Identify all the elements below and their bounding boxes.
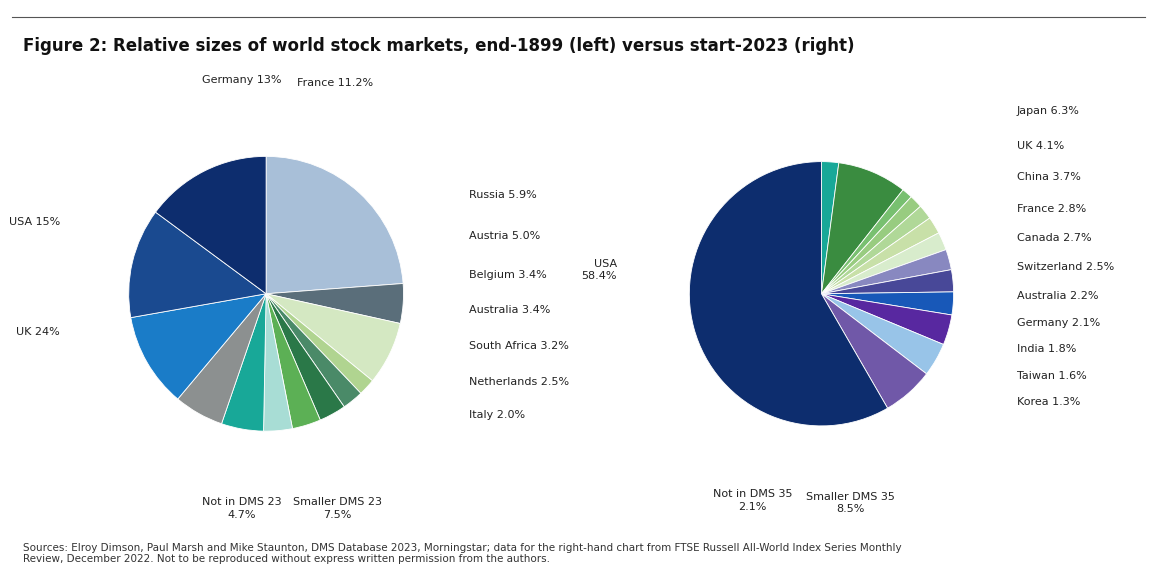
Text: Figure 2: Relative sizes of world stock markets, end-1899 (left) versus start-20: Figure 2: Relative sizes of world stock … (23, 37, 855, 55)
Text: UK 4.1%: UK 4.1% (1017, 141, 1064, 151)
Wedge shape (821, 197, 921, 294)
Wedge shape (266, 294, 345, 420)
Wedge shape (266, 294, 400, 381)
Text: Taiwan 1.6%: Taiwan 1.6% (1017, 371, 1086, 381)
Text: Not in DMS 23
4.7%: Not in DMS 23 4.7% (201, 497, 281, 520)
Text: Australia 3.4%: Australia 3.4% (470, 305, 551, 315)
Wedge shape (266, 283, 404, 324)
Text: Austria 5.0%: Austria 5.0% (470, 231, 540, 241)
Wedge shape (821, 294, 943, 374)
Text: UK 24%: UK 24% (16, 327, 60, 337)
Text: USA
58.4%: USA 58.4% (581, 259, 617, 281)
Text: France 11.2%: France 11.2% (296, 78, 373, 88)
Wedge shape (266, 156, 403, 294)
Text: Italy 2.0%: Italy 2.0% (470, 410, 525, 420)
Wedge shape (264, 294, 293, 431)
Wedge shape (821, 162, 839, 294)
Wedge shape (690, 162, 887, 426)
Text: Japan 6.3%: Japan 6.3% (1017, 107, 1079, 116)
Text: France 2.8%: France 2.8% (1017, 204, 1086, 214)
Wedge shape (128, 212, 266, 317)
Wedge shape (821, 233, 946, 294)
Text: Germany 13%: Germany 13% (201, 75, 281, 85)
Text: Smaller DMS 35
8.5%: Smaller DMS 35 8.5% (806, 492, 896, 514)
Wedge shape (178, 294, 266, 424)
Wedge shape (821, 163, 904, 294)
Text: India 1.8%: India 1.8% (1017, 344, 1076, 354)
Text: Canada 2.7%: Canada 2.7% (1017, 233, 1092, 243)
Text: Netherlands 2.5%: Netherlands 2.5% (470, 377, 569, 386)
Wedge shape (821, 218, 938, 294)
Text: Belgium 3.4%: Belgium 3.4% (470, 270, 547, 279)
Text: Germany 2.1%: Germany 2.1% (1017, 318, 1100, 328)
Wedge shape (821, 294, 927, 408)
Text: South Africa 3.2%: South Africa 3.2% (470, 341, 569, 351)
Text: Smaller DMS 23
7.5%: Smaller DMS 23 7.5% (293, 497, 382, 520)
Wedge shape (266, 294, 373, 393)
Text: Not in DMS 35
2.1%: Not in DMS 35 2.1% (713, 490, 793, 511)
Wedge shape (821, 294, 952, 344)
Wedge shape (221, 294, 266, 431)
Text: Switzerland 2.5%: Switzerland 2.5% (1017, 262, 1114, 272)
Text: Sources: Elroy Dimson, Paul Marsh and Mike Staunton, DMS Database 2023, Mornings: Sources: Elroy Dimson, Paul Marsh and Mi… (23, 543, 901, 564)
Text: Korea 1.3%: Korea 1.3% (1017, 397, 1081, 407)
Wedge shape (821, 190, 912, 294)
Wedge shape (155, 156, 266, 294)
Text: USA 15%: USA 15% (9, 217, 60, 228)
Wedge shape (821, 270, 953, 294)
Text: China 3.7%: China 3.7% (1017, 172, 1081, 183)
Wedge shape (821, 206, 930, 294)
Wedge shape (821, 292, 953, 315)
Text: Russia 5.9%: Russia 5.9% (470, 190, 537, 200)
Wedge shape (266, 294, 361, 407)
Text: Australia 2.2%: Australia 2.2% (1017, 291, 1098, 301)
Wedge shape (266, 294, 320, 429)
Wedge shape (131, 294, 266, 399)
Wedge shape (821, 249, 951, 294)
